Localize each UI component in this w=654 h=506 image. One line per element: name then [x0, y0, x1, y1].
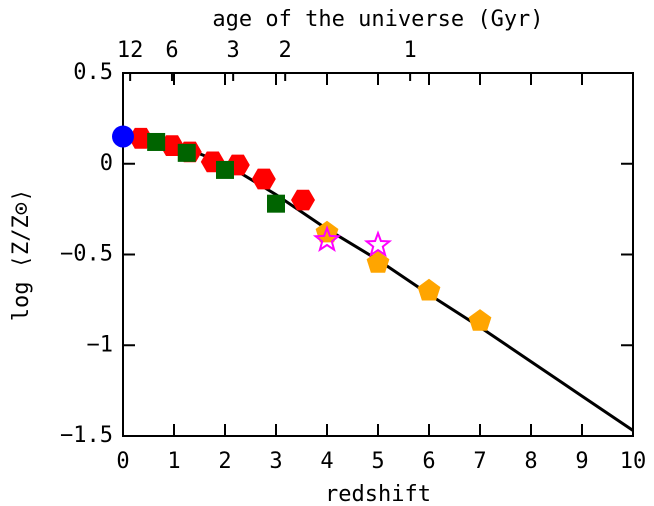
x-tick-label: 5: [371, 449, 384, 474]
x-tick-label: 9: [575, 449, 588, 474]
x-tick-label: 2: [218, 449, 231, 474]
x-tick-label: 8: [524, 449, 537, 474]
square-point: [216, 160, 234, 179]
x-tick-label: 7: [473, 449, 486, 474]
star-point: [363, 230, 393, 258]
y-tick-label: 0.5: [73, 60, 113, 85]
x2-tick-label: 3: [227, 38, 240, 63]
x-tick-label: 0: [116, 449, 129, 474]
x2-axis-label: age of the universe (Gyr): [212, 7, 543, 32]
x-axis-label: redshift: [325, 482, 431, 506]
square-point: [177, 143, 196, 162]
hexagon-point: [291, 189, 315, 211]
x2-tick-label: 2: [279, 38, 292, 63]
pentagon-point: [468, 309, 492, 331]
circle-point: [112, 125, 134, 148]
x-tick-label: 10: [620, 449, 647, 474]
y-tick-label: −0.5: [60, 242, 113, 267]
x2-tick-label: 12: [117, 38, 144, 63]
pentagon-point: [417, 278, 441, 301]
x2-tick-label: 1: [404, 38, 417, 63]
x2-tick-label: 6: [165, 38, 178, 63]
y-tick-label: −1.5: [60, 423, 113, 448]
x-tick-label: 1: [167, 449, 180, 474]
x-tick-label: 6: [422, 449, 435, 474]
hexagon-point: [128, 127, 153, 149]
star-point: [312, 225, 342, 253]
y-axis-label: log ⟨Z/Z⊙⟩: [9, 189, 34, 321]
y-tick-label: 0: [100, 151, 113, 176]
model-curve: [122, 131, 634, 432]
square-point: [147, 132, 166, 151]
x-tick-label: 3: [269, 449, 282, 474]
pentagon-point: [366, 251, 390, 273]
y-tick-label: −1: [87, 332, 114, 357]
hexagon-point: [251, 168, 276, 190]
x-tick-label: 4: [320, 449, 333, 474]
square-point: [267, 194, 285, 213]
